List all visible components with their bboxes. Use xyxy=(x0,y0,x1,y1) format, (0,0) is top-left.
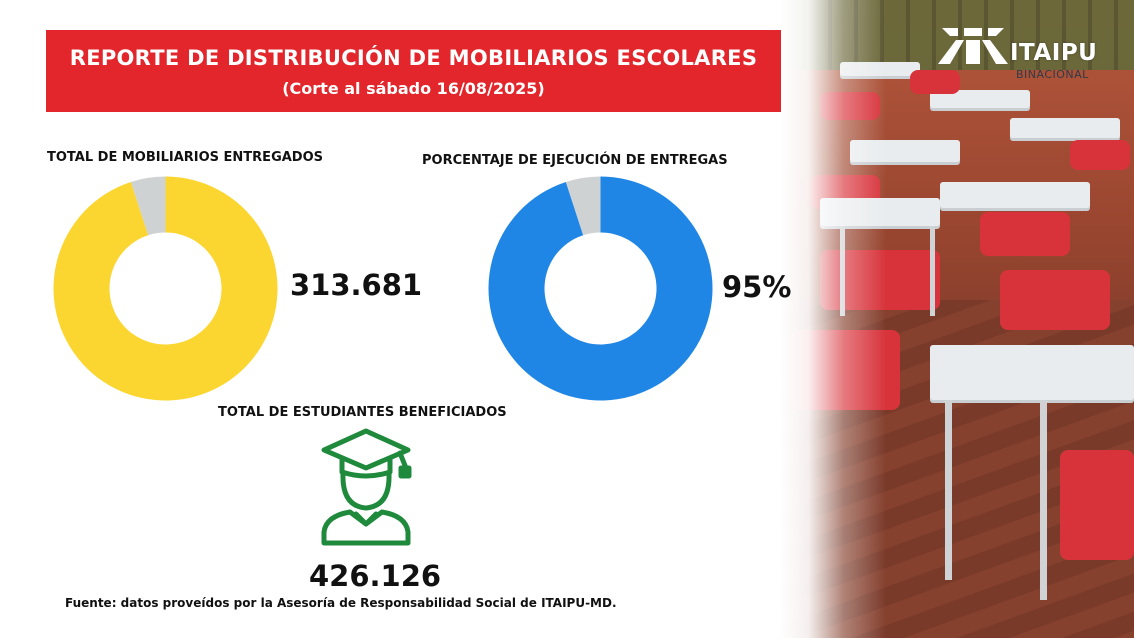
logo-subtitle: BINACIONAL xyxy=(1016,68,1089,81)
itaipu-logo: ITAIPU BINACIONAL xyxy=(936,26,1106,86)
source-note: Fuente: datos proveídos por la Asesoría … xyxy=(65,596,617,610)
chart-1-value: 313.681 xyxy=(290,268,423,302)
chart-1-title: TOTAL DE MOBILIARIOS ENTREGADOS xyxy=(47,150,324,165)
chart-2-value: 95% xyxy=(722,270,792,304)
graduate-icon xyxy=(321,428,412,546)
donut-slice-0-0 xyxy=(53,176,278,401)
donut-slice-1-1 xyxy=(565,176,601,236)
donut-chart-mobiliarios xyxy=(53,176,278,401)
header-banner: REPORTE DE DISTRIBUCIÓN DE MOBILIARIOS E… xyxy=(46,30,781,112)
students-title: TOTAL DE ESTUDIANTES BENEFICIADOS xyxy=(218,405,507,420)
donut-slice-1-0 xyxy=(488,176,713,401)
logo-name: ITAIPU xyxy=(1010,40,1098,66)
students-value: 426.126 xyxy=(309,559,442,593)
donut-slice-0-1 xyxy=(130,176,166,236)
report-subtitle: (Corte al sábado 16/08/2025) xyxy=(282,79,545,98)
itaipu-logo-icon xyxy=(938,28,1008,64)
chart-2-title: PORCENTAJE DE EJECUCIÓN DE ENTREGAS xyxy=(422,153,728,168)
donut-chart-ejecucion xyxy=(488,176,713,401)
classroom-photo xyxy=(780,0,1134,638)
report-title: REPORTE DE DISTRIBUCIÓN DE MOBILIARIOS E… xyxy=(69,46,758,70)
